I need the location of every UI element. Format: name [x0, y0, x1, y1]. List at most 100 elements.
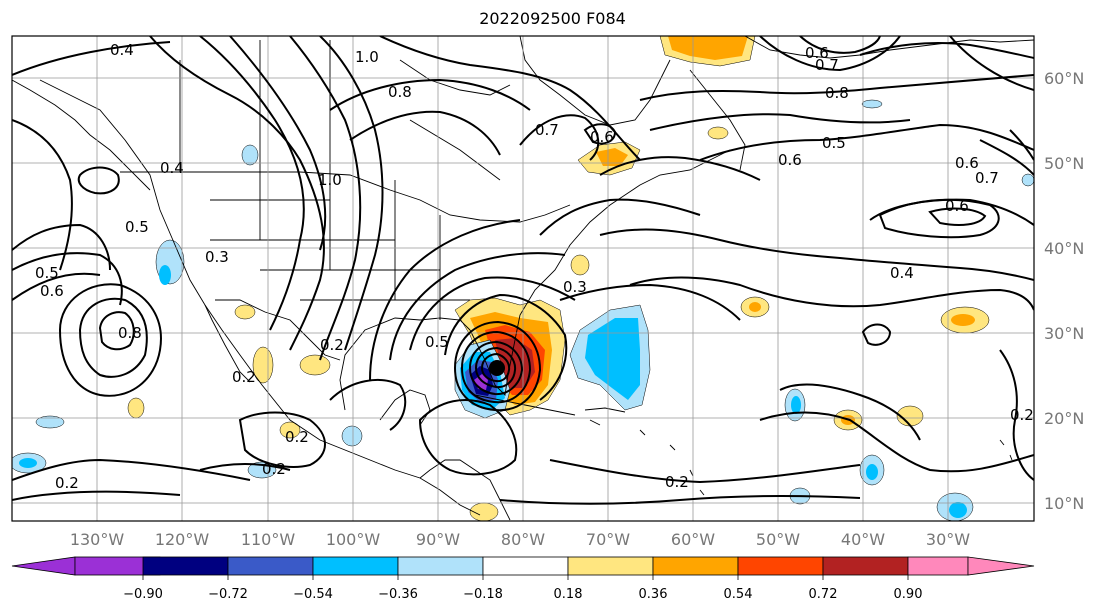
- colorbar-label: 0.54: [724, 587, 753, 602]
- storm-center-marker: [489, 360, 505, 376]
- shading-layer: [12, 36, 1034, 521]
- latitude-labels: 60°N 50°N 40°N 30°N 20°N 10°N: [1044, 69, 1084, 513]
- contour-label: 0.4: [160, 159, 184, 177]
- contour-line: [444, 293, 568, 401]
- contour-line: [539, 198, 701, 236]
- contour-label: 0.5: [125, 218, 149, 236]
- contour-line: [861, 323, 892, 346]
- lon-label: 130°W: [70, 530, 125, 549]
- colorbar-label: −0.36: [378, 587, 418, 602]
- colorbar-extend-low: [11, 556, 76, 576]
- contour-label: 0.2: [262, 460, 286, 478]
- contour-label: 0.3: [205, 248, 229, 266]
- contour-label: 0.2: [285, 428, 309, 446]
- colorbar-ticks: [142, 575, 909, 580]
- shade-patch: [1021, 173, 1034, 187]
- shade-patch: [861, 99, 883, 109]
- contour-label: 0.7: [975, 169, 999, 187]
- contour-line: [799, 36, 881, 54]
- lon-label: 40°W: [841, 530, 885, 549]
- colorbar-labels: −0.90 −0.72 −0.54 −0.36 −0.18 0.18 0.36 …: [123, 587, 922, 602]
- contour-line: [519, 114, 600, 161]
- colorbar-segment: [312, 556, 399, 576]
- contour-line: [878, 198, 1000, 239]
- contour-line: [199, 463, 291, 471]
- shade-labrador-warm-inner: [596, 148, 628, 166]
- colorbar-label: −0.18: [463, 587, 503, 602]
- contour-line: [979, 139, 1034, 176]
- contour-label: 0.8: [388, 83, 412, 101]
- contour-line: [329, 379, 407, 431]
- shade-patch: [949, 502, 967, 518]
- contour-line: [928, 207, 987, 226]
- contour-line: [474, 346, 517, 389]
- map-frame: [11, 35, 1035, 522]
- contour-line: [12, 272, 101, 301]
- contour-label: 0.5: [425, 333, 449, 351]
- shade-patch: [35, 415, 65, 429]
- contour-label: 0.2: [55, 474, 79, 492]
- lon-label: 90°W: [416, 530, 460, 549]
- border-canada-provinces: [179, 40, 501, 181]
- border-us-canada: [120, 171, 571, 223]
- lon-label: 80°W: [501, 530, 545, 549]
- contour-line: [319, 36, 384, 351]
- contour-label: 0.2: [665, 473, 689, 491]
- contour-label: 0.7: [535, 121, 559, 139]
- contour-line: [12, 119, 73, 271]
- contour-line: [629, 276, 1034, 311]
- lon-label: 120°W: [155, 530, 210, 549]
- longitude-labels: 130°W 120°W 110°W 100°W 90°W 80°W 70°W 6…: [70, 530, 970, 549]
- contour-line: [369, 219, 521, 381]
- contour-line: [499, 494, 861, 505]
- contour-line: [1009, 129, 1034, 161]
- colorbar-segment: [482, 556, 569, 576]
- contour-line: [12, 41, 171, 76]
- contour-line: [480, 352, 511, 383]
- colorbar-label: −0.54: [293, 587, 333, 602]
- contour-line: [999, 349, 1034, 481]
- coastline-central-america: [419, 459, 511, 521]
- contour-line: [699, 123, 1034, 161]
- shade-patch: [341, 425, 363, 447]
- colorbar-segment: [567, 556, 654, 576]
- coastline-greenland: [744, 36, 1034, 59]
- contour-line: [599, 228, 1034, 281]
- contour-line: [639, 74, 1034, 101]
- colorbar-segment: [652, 556, 739, 576]
- colorbar: [11, 556, 1035, 576]
- contour-label: 0.6: [778, 151, 802, 169]
- contour-line: [12, 490, 181, 501]
- contour-label: 0.6: [955, 154, 979, 172]
- shade-patch: [127, 397, 145, 419]
- contour-line: [759, 411, 1034, 473]
- coastline-west: [39, 79, 481, 516]
- contour-label: 0.8: [825, 84, 849, 102]
- contour-label: 0.8: [118, 324, 142, 342]
- contour-line: [599, 156, 761, 181]
- contour-label: 0.6: [40, 282, 64, 300]
- contour-label: 1.0: [355, 48, 379, 66]
- lon-label: 50°W: [756, 530, 800, 549]
- colorbar-segment: [907, 556, 969, 576]
- contour-label: 0.3: [563, 278, 587, 296]
- coastline-islands: [589, 419, 1013, 496]
- shade-north-warm-inner: [668, 36, 748, 60]
- contour-line: [229, 36, 327, 251]
- colorbar-segment: [397, 556, 484, 576]
- shade-patch: [951, 314, 975, 326]
- shade-patch: [159, 265, 171, 285]
- contour-line: [98, 311, 135, 351]
- contour-line: [329, 78, 531, 111]
- contour-label: 0.6: [945, 197, 969, 215]
- colorbar-label: 0.72: [809, 587, 838, 602]
- contour-line: [58, 283, 162, 397]
- lat-label: 50°N: [1044, 154, 1084, 173]
- shade-atlantic-cold-inner: [585, 318, 640, 400]
- colorbar-segment: [822, 556, 909, 576]
- coastline-cuba: [474, 394, 576, 416]
- coastline-layer: [12, 36, 1034, 521]
- contour-label: 1.0: [318, 171, 342, 189]
- contour-line: [238, 411, 326, 468]
